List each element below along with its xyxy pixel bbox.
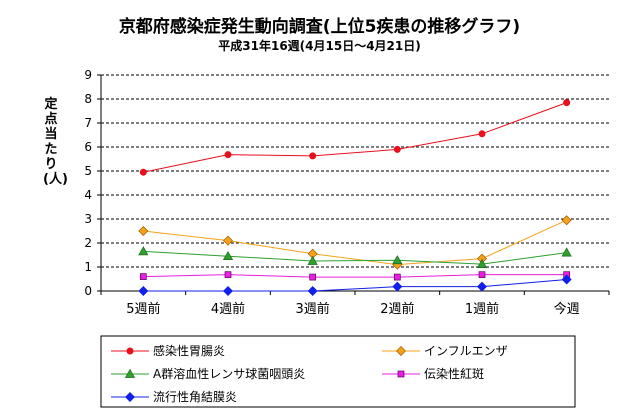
data-point [392, 255, 403, 265]
y-tick-label: 9 [84, 68, 92, 82]
data-point [223, 235, 233, 246]
data-point [477, 281, 487, 292]
y-tick-label: 7 [84, 116, 92, 130]
data-point [476, 258, 488, 268]
x-tick-label: 4週前 [211, 301, 245, 317]
y-tick-labels: 0 1 2 3 4 5 6 7 8 9 [84, 68, 92, 298]
series-line-1 [143, 219, 567, 266]
data-point [138, 286, 149, 296]
series-line-3 [143, 274, 567, 278]
y-tick-label: 1 [84, 260, 92, 274]
chart-title: 京都府感染症発生動向調査(上位5疾患の推移グラフ) [118, 17, 521, 37]
data-point [138, 226, 149, 236]
series-lines [138, 99, 572, 296]
data-point [223, 286, 233, 296]
data-point [222, 250, 234, 261]
x-tick-label: 5週前 [126, 301, 160, 317]
chart-subtitle: 平成31年16週(4月15日〜4月21日) [218, 39, 421, 53]
y-tick-label: 4 [84, 188, 92, 202]
data-point [561, 247, 572, 257]
data-point [392, 281, 403, 292]
y-tick-label: 3 [84, 212, 92, 226]
legend-marker [124, 368, 136, 378]
legend-label: 伝染性紅斑 [424, 366, 484, 381]
y-tick-label: 0 [84, 284, 92, 298]
data-point [393, 145, 401, 153]
legend-marker [396, 346, 406, 356]
data-point [309, 273, 317, 281]
data-point [561, 274, 572, 285]
data-point [307, 255, 318, 265]
series-line-2 [143, 250, 567, 265]
data-point [139, 168, 147, 176]
data-point [478, 271, 486, 279]
grid-lines [101, 74, 609, 268]
legend-marker [126, 347, 134, 355]
legend-label: 流行性角結膜炎 [153, 390, 237, 404]
data-point [138, 246, 149, 256]
data-point [561, 215, 572, 226]
y-tick-label: 8 [84, 92, 92, 106]
data-point [478, 130, 486, 138]
data-point [224, 151, 232, 159]
data-point [307, 286, 318, 296]
x-tick-label: 2週前 [380, 301, 414, 317]
series-line-0 [143, 102, 567, 173]
y-tick-label: 6 [84, 140, 92, 154]
x-tick-labels: 5週前 4週前 3週前 2週前 1週前 今週 [126, 301, 579, 317]
legend-box [100, 335, 576, 408]
legend-label: 感染性胃腸炎 [153, 343, 225, 358]
data-point [563, 99, 571, 107]
legend-marker [125, 392, 135, 402]
data-point [393, 273, 401, 281]
data-point [139, 273, 147, 280]
axes [97, 74, 610, 295]
x-tick-label: 1週前 [465, 301, 499, 317]
legend-marker [397, 370, 405, 378]
data-point [309, 152, 317, 160]
series-line-4 [143, 278, 567, 292]
x-tick-label: 今週 [554, 301, 580, 317]
x-tick-label: 3週前 [296, 301, 330, 317]
y-tick-label: 5 [84, 164, 92, 178]
legend-label: インフルエンザ [424, 344, 508, 358]
y-tick-label: 2 [84, 236, 92, 250]
legend-label: A群溶血性レンサ球菌咽頭炎 [153, 366, 305, 381]
data-point [224, 271, 232, 279]
